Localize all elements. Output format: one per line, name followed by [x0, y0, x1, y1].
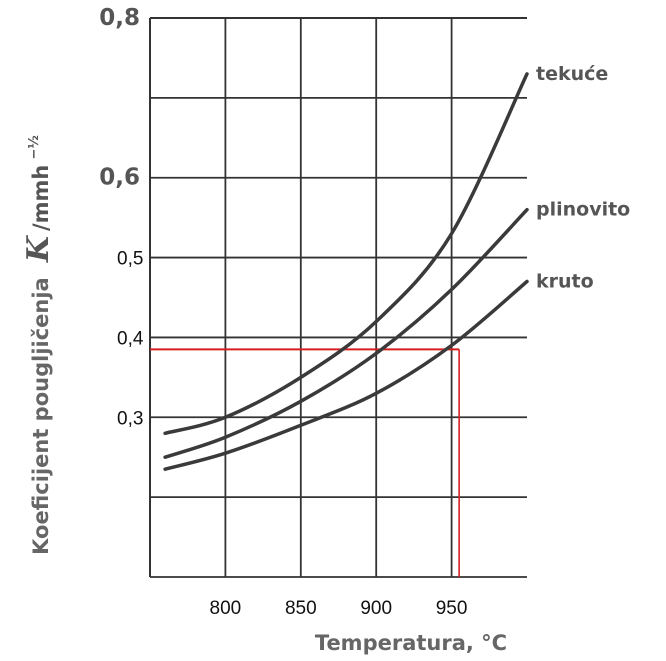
x-tick-label: 950: [436, 598, 468, 619]
y-tick-label: 0,5: [117, 249, 143, 270]
series-line-tekuće: [163, 72, 529, 436]
tick-labels: 0,8 0,6 0,5 0,4 0,3 800 850 900 950: [99, 5, 467, 619]
series-label-plinovito: plinovito: [536, 199, 630, 221]
x-tick-label: 800: [210, 598, 242, 619]
y-axis-symbol: K: [21, 234, 56, 263]
x-tick-label: 850: [285, 598, 317, 619]
reference-lines: [150, 348, 460, 577]
svg-text:Koeficijent pougljičenja: Koeficijent pougljičenja K /mmh −½: [21, 135, 56, 555]
grid: [149, 17, 527, 578]
series-label-tekuće: tekuće: [536, 63, 608, 85]
series-label-kruto: kruto: [536, 271, 594, 293]
series-line-plinovito: [163, 207, 529, 459]
series-line-kruto: [163, 279, 529, 471]
y-tick-label: 0,8: [99, 5, 140, 31]
x-axis-title: Temperatura, °C: [315, 631, 507, 655]
y-tick-label: 0,4: [117, 328, 144, 349]
y-axis-unit: /mmh: [29, 165, 53, 231]
y-tick-label: 0,6: [99, 165, 140, 191]
y-axis-exponent: −½: [27, 135, 42, 159]
y-axis-title-text: Koeficijent pougljičenja: [29, 277, 53, 555]
y-axis-title: Koeficijent pougljičenja K /mmh −½: [21, 135, 56, 555]
curves: [163, 72, 529, 471]
series-labels: tekuće plinovito kruto: [536, 63, 630, 293]
x-tick-label: 900: [360, 598, 392, 619]
y-tick-label: 0,3: [117, 408, 143, 429]
